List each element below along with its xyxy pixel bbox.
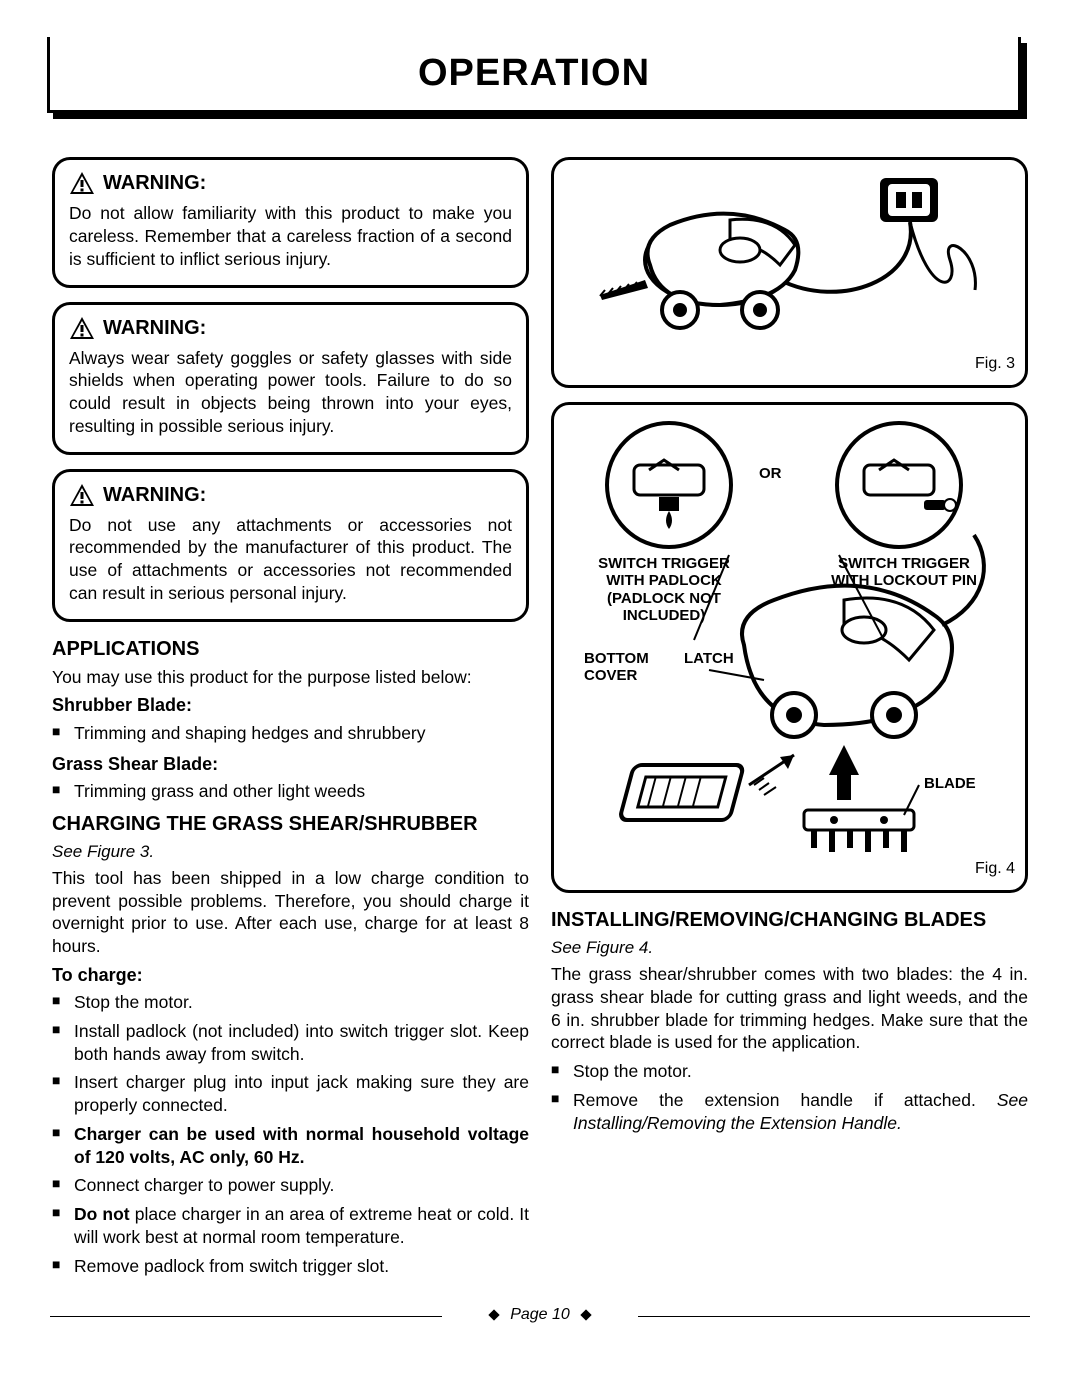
warning-text: Always wear safety goggles or safety gla… [69, 347, 512, 438]
title-banner: OPERATION [50, 37, 1030, 139]
warning-text: Do not allow familiarity with this produ… [69, 202, 512, 270]
or-label: OR [759, 465, 782, 482]
content-columns: WARNING: Do not allow familiarity with t… [50, 157, 1030, 1285]
warning-icon [69, 316, 95, 340]
figure-4-caption: Fig. 4 [564, 859, 1015, 880]
list-item: Charger can be used with normal househol… [52, 1123, 529, 1169]
figure-3-box: Fig. 3 [551, 157, 1028, 388]
installing-body: The grass shear/shrubber comes with two … [551, 963, 1028, 1054]
list-item: Stop the motor. [551, 1060, 1028, 1083]
diamond-icon [488, 1310, 499, 1321]
installing-heading: INSTALLING/REMOVING/CHANGING BLADES [551, 907, 1028, 933]
switch-trigger-padlock-label: SWITCH TRIGGER WITH PADLOCK (PADLOCK NOT… [579, 555, 749, 624]
figure-4-box: OR SWITCH TRIGGER WITH PADLOCK (PADLOCK … [551, 402, 1028, 893]
list-item: Remove the extension handle if attached.… [551, 1089, 1028, 1135]
charging-ref: See Figure 3. [52, 841, 529, 863]
latch-label: LATCH [684, 650, 734, 667]
charging-heading: CHARGING THE GRASS SHEAR/SHRUBBER [52, 811, 529, 837]
warning-label: WARNING: [103, 315, 206, 341]
installing-ref: See Figure 4. [551, 937, 1028, 959]
list-item: Trimming grass and other light weeds [52, 780, 529, 803]
warning-icon [69, 483, 95, 507]
to-charge-label: To charge: [52, 964, 529, 987]
bottom-cover-label: BOTTOM COVER [584, 650, 664, 685]
warning-icon [69, 171, 95, 195]
shrubber-blade-label: Shrubber Blade: [52, 694, 529, 717]
right-column: Fig. 3 [551, 157, 1028, 1285]
warning-box-2: WARNING: Always wear safety goggles or s… [52, 302, 529, 455]
installing-steps: Stop the motor. Remove the extension han… [551, 1060, 1028, 1134]
grass-shear-label: Grass Shear Blade: [52, 753, 529, 776]
applications-heading: APPLICATIONS [52, 636, 529, 662]
figure-4-illustration: OR SWITCH TRIGGER WITH PADLOCK (PADLOCK … [564, 415, 1015, 855]
blade-label: BLADE [924, 775, 976, 792]
page-title: OPERATION [418, 52, 650, 94]
figure-3-caption: Fig. 3 [564, 354, 1015, 375]
charging-body: This tool has been shipped in a low char… [52, 867, 529, 958]
warning-label: WARNING: [103, 482, 206, 508]
list-item: Stop the motor. [52, 991, 529, 1014]
warning-label: WARNING: [103, 170, 206, 196]
list-item: Do not place charger in an area of extre… [52, 1203, 529, 1249]
list-item: Trimming and shaping hedges and shrubber… [52, 722, 529, 745]
page-number: Page 10 [510, 1306, 570, 1323]
warning-box-3: WARNING: Do not use any attachments or a… [52, 469, 529, 622]
warning-box-1: WARNING: Do not allow familiarity with t… [52, 157, 529, 287]
charging-steps: Stop the motor. Install padlock (not inc… [52, 991, 529, 1277]
list-item: Remove padlock from switch trigger slot. [52, 1255, 529, 1278]
figure-3-illustration [564, 170, 1015, 350]
list-item: Insert charger plug into input jack maki… [52, 1071, 529, 1117]
tool-charger-illustration [580, 170, 1000, 350]
shrubber-list: Trimming and shaping hedges and shrubber… [52, 722, 529, 745]
diamond-icon [581, 1310, 592, 1321]
applications-intro: You may use this product for the purpose… [52, 666, 529, 689]
list-item: Connect charger to power supply. [52, 1174, 529, 1197]
grass-list: Trimming grass and other light weeds [52, 780, 529, 803]
warning-text: Do not use any attachments or accessorie… [69, 514, 512, 605]
switch-trigger-lockout-label: SWITCH TRIGGER WITH LOCKOUT PIN [819, 555, 989, 590]
left-column: WARNING: Do not allow familiarity with t… [52, 157, 529, 1285]
list-item: Install padlock (not included) into swit… [52, 1020, 529, 1066]
page-footer: Page 10 [50, 1305, 1030, 1326]
